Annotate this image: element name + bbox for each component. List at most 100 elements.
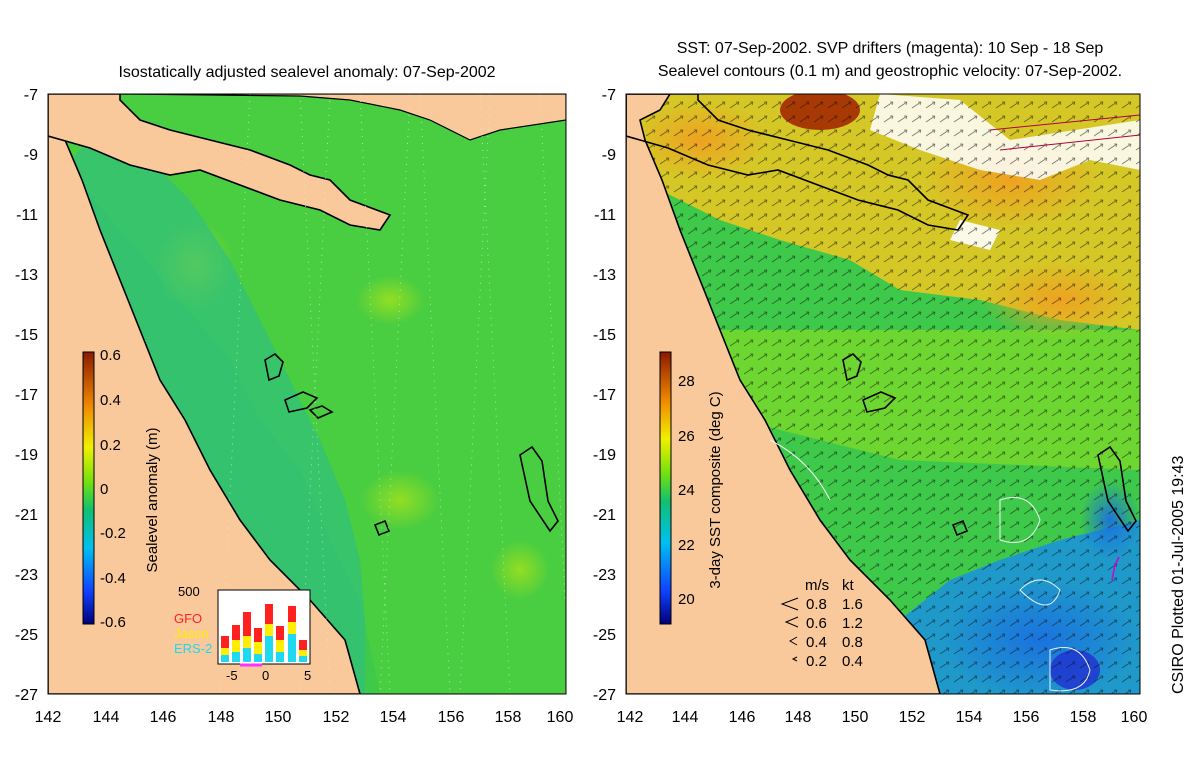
velocity-legend: m/s kt 0.8 1.6 0.6 1.2 0.4 0.8 0.2 0.4 bbox=[780, 577, 863, 670]
velocity-legend-kt-1: 1.2 bbox=[842, 615, 863, 632]
right-xtick-1: 144 bbox=[672, 709, 699, 726]
svp-drifter-track bbox=[1111, 556, 1120, 581]
sst-tick-0: 28 bbox=[678, 373, 695, 390]
left-xtick-4: 150 bbox=[265, 709, 292, 726]
right-ytick-6: -19 bbox=[593, 447, 616, 464]
inset-xtick-1: 0 bbox=[262, 668, 269, 683]
sla-tick-6: -0.6 bbox=[100, 614, 126, 631]
sst-tick-3: 22 bbox=[678, 537, 695, 554]
left-xtick-1: 144 bbox=[93, 709, 120, 726]
inset-legend-gfo: GFO bbox=[174, 611, 202, 626]
sla-colorbar-gradient bbox=[82, 351, 95, 625]
right-xtick-4: 150 bbox=[842, 709, 869, 726]
left-ytick-1: -9 bbox=[24, 147, 38, 164]
left-ytick-9: -25 bbox=[15, 627, 38, 644]
left-xtick-8: 158 bbox=[495, 709, 522, 726]
sealevel-contours bbox=[769, 439, 1091, 692]
left-y-axis: -7 -9 -11 -13 -15 -17 -19 -21 -23 -25 -2… bbox=[15, 87, 38, 704]
left-xtick-7: 156 bbox=[438, 709, 465, 726]
right-ytick-4: -15 bbox=[593, 327, 616, 344]
altimeter-inset: 500 -5 0 5 GFO Jason ERS-2 bbox=[174, 584, 311, 683]
right-xtick-9: 160 bbox=[1121, 709, 1148, 726]
left-ytick-2: -11 bbox=[16, 207, 38, 224]
sla-colorbar: 0.6 0.4 0.2 0 -0.2 -0.4 -0.6 Sealevel an… bbox=[82, 347, 161, 631]
sla-tick-1: 0.4 bbox=[100, 392, 121, 409]
left-ytick-3: -13 bbox=[15, 267, 38, 284]
left-ytick-4: -15 bbox=[15, 327, 38, 344]
velocity-legend-ms-1: 0.6 bbox=[806, 615, 827, 632]
velocity-arrow-04-icon bbox=[788, 636, 798, 646]
left-xtick-6: 154 bbox=[380, 709, 407, 726]
velocity-legend-ms-header: m/s bbox=[805, 577, 829, 594]
new-guinea-coast-right bbox=[626, 94, 970, 231]
left-x-axis: 142 144 146 148 150 152 154 156 158 160 bbox=[35, 709, 574, 726]
right-xtick-3: 148 bbox=[785, 709, 812, 726]
right-map bbox=[626, 94, 1140, 694]
sst-tick-1: 26 bbox=[678, 428, 695, 445]
velocity-arrow-08-icon bbox=[780, 597, 799, 611]
new-guinea-landmass bbox=[48, 94, 392, 231]
left-xtick-3: 148 bbox=[208, 709, 235, 726]
left-ytick-6: -19 bbox=[15, 447, 38, 464]
right-ytick-0: -7 bbox=[602, 87, 616, 104]
inset-xtick-2: 5 bbox=[304, 668, 311, 683]
left-ytick-7: -21 bbox=[15, 507, 38, 524]
inset-ymax-label: 500 bbox=[178, 584, 200, 599]
australia-landmass-right bbox=[626, 94, 941, 694]
velocity-legend-kt-2: 0.8 bbox=[842, 634, 863, 651]
sst-tick-4: 20 bbox=[678, 591, 695, 608]
right-map-frame bbox=[625, 93, 1141, 695]
right-x-axis: 142 144 146 148 150 152 154 156 158 160 bbox=[617, 709, 1148, 726]
right-ytick-10: -27 bbox=[593, 687, 616, 704]
sla-tick-3: 0 bbox=[100, 481, 108, 498]
left-xtick-2: 146 bbox=[150, 709, 177, 726]
velocity-arrow-02-icon bbox=[791, 656, 798, 662]
right-ytick-5: -17 bbox=[593, 387, 616, 404]
right-ytick-7: -21 bbox=[593, 507, 616, 524]
right-xtick-2: 146 bbox=[729, 709, 756, 726]
velocity-legend-ms-2: 0.4 bbox=[806, 634, 827, 651]
sla-tick-4: -0.2 bbox=[100, 525, 126, 542]
sla-tick-5: -0.4 bbox=[100, 570, 126, 587]
inset-bars bbox=[221, 604, 307, 667]
coral-sea-islands-right bbox=[842, 352, 1137, 537]
left-xtick-5: 152 bbox=[323, 709, 350, 726]
sla-colorbar-label: Sealevel anomaly (m) bbox=[144, 427, 161, 572]
right-ytick-2: -11 bbox=[594, 207, 616, 224]
velocity-legend-ms-3: 0.2 bbox=[806, 653, 827, 670]
right-y-axis: -7 -9 -11 -13 -15 -17 -19 -21 -23 -25 -2… bbox=[593, 87, 616, 704]
velocity-legend-kt-0: 1.6 bbox=[842, 596, 863, 613]
left-map-frame bbox=[47, 93, 567, 695]
left-ytick-0: -7 bbox=[24, 87, 38, 104]
right-xtick-7: 156 bbox=[1013, 709, 1040, 726]
left-ytick-5: -17 bbox=[15, 387, 38, 404]
left-xtick-9: 160 bbox=[547, 709, 574, 726]
left-ytick-10: -27 bbox=[15, 687, 38, 704]
right-map-title-line2: Sealevel contours (0.1 m) and geostrophi… bbox=[657, 63, 1123, 80]
inset-legend-jason: Jason bbox=[174, 626, 209, 641]
right-xtick-8: 158 bbox=[1070, 709, 1097, 726]
left-ytick-8: -23 bbox=[15, 567, 38, 584]
right-map-title-line1: SST: 07-Sep-2002. SVP drifters (magenta)… bbox=[676, 40, 1104, 57]
inset-xtick-0: -5 bbox=[226, 668, 238, 683]
plot-credit: CSIRO Plotted 01-Jul-2005 19:43 bbox=[1170, 456, 1187, 694]
right-ytick-3: -13 bbox=[593, 267, 616, 284]
sst-tick-2: 24 bbox=[678, 482, 695, 499]
left-map bbox=[48, 94, 566, 694]
sla-tick-2: 0.2 bbox=[100, 437, 121, 454]
coral-sea-islands bbox=[264, 352, 559, 537]
right-ytick-9: -25 bbox=[593, 627, 616, 644]
velocity-arrow-06-icon bbox=[784, 616, 799, 628]
left-xtick-0: 142 bbox=[35, 709, 62, 726]
velocity-legend-kt-header: kt bbox=[842, 577, 855, 594]
left-map-title: Isostatically adjusted sealevel anomaly:… bbox=[118, 64, 496, 81]
right-xtick-6: 154 bbox=[956, 709, 983, 726]
inset-legend-ers2: ERS-2 bbox=[174, 641, 212, 656]
velocity-legend-kt-3: 0.4 bbox=[842, 653, 863, 670]
sst-colorbar-label: 3-day SST composite (deg C) bbox=[707, 391, 724, 588]
sst-colorbar-gradient bbox=[659, 351, 672, 625]
sla-tick-0: 0.6 bbox=[100, 347, 121, 364]
right-ytick-8: -23 bbox=[593, 567, 616, 584]
right-xtick-5: 152 bbox=[899, 709, 926, 726]
